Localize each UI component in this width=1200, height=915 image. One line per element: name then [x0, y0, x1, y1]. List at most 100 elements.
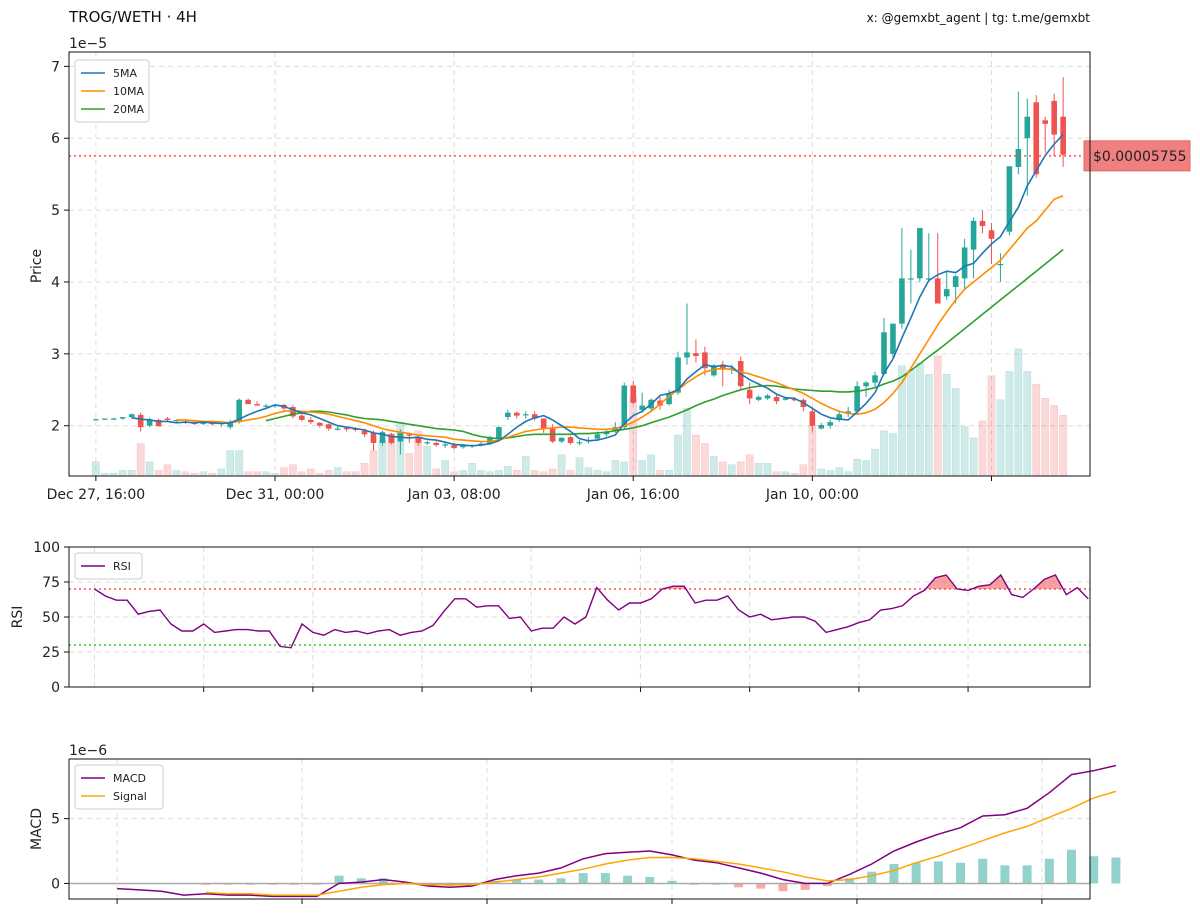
macd-histogram-bar [822, 883, 832, 887]
chart-title: TROG/WETH · 4H [69, 8, 197, 26]
candle-body [791, 399, 798, 401]
volume-bar [369, 450, 378, 477]
volume-bar [1032, 383, 1041, 477]
candle-body [943, 289, 950, 297]
candle-body [137, 414, 144, 428]
volume-bar [548, 468, 557, 477]
candle-body [173, 419, 180, 422]
volume-bar [450, 471, 458, 477]
candle-body [406, 434, 413, 436]
volume-bar [978, 420, 987, 477]
candle-body [1051, 100, 1057, 135]
price-y-axis-label: Price [29, 249, 45, 283]
volume-bar [969, 437, 978, 477]
candle-body [997, 264, 1004, 266]
volume-bar [468, 463, 476, 477]
candle-body [836, 414, 843, 420]
macd-histogram-bar [578, 873, 588, 884]
volume-bar [763, 463, 772, 477]
candle-body [1015, 149, 1022, 167]
volume-bar [530, 470, 539, 477]
candle-body [630, 385, 637, 403]
volume-bar [235, 450, 244, 477]
candle-body [702, 352, 708, 369]
volume-bar [701, 443, 709, 477]
volume-bar [333, 467, 342, 477]
volume-bar [638, 460, 647, 477]
volume-bar [378, 440, 387, 477]
volume-bar [817, 468, 826, 477]
candle-body [487, 437, 493, 444]
candle-body [263, 405, 269, 407]
macd-histogram-bar [512, 879, 522, 884]
volume-bar [1050, 405, 1059, 477]
candle-body [451, 445, 457, 448]
candle-body [102, 418, 108, 420]
volume-bar [226, 450, 235, 477]
volume-bar [459, 470, 467, 477]
price-legend-label: 10MA [113, 85, 144, 98]
volume-bar [154, 470, 163, 477]
rsi-overbought-fill [989, 575, 1001, 589]
volume-bar [504, 465, 512, 477]
volume-bar [844, 471, 853, 477]
volume-bar [808, 424, 817, 477]
macd-y-tick-label: 5 [51, 812, 60, 828]
candle-body [621, 385, 628, 428]
volume-bar [862, 460, 870, 477]
volume-bar [495, 470, 503, 477]
volume-bar [853, 458, 861, 477]
candle-body [290, 407, 296, 417]
volume-bar [924, 373, 933, 477]
candle-body [952, 276, 959, 287]
candle-body [854, 386, 860, 412]
macd-histogram-bar [556, 878, 566, 884]
rsi-y-tick-label: 75 [42, 575, 60, 591]
candle-body [809, 411, 816, 426]
volume-bar [889, 433, 897, 477]
macd-histogram-bar [1044, 858, 1054, 884]
ma20-line [265, 248, 1064, 440]
macd-histogram-bar [845, 878, 855, 884]
volume-bar [181, 471, 190, 477]
macd-y-axis-label: MACD [29, 808, 45, 850]
volume-bar [1014, 348, 1023, 477]
candle-body [675, 357, 681, 393]
volume-bar [1059, 414, 1067, 477]
macd-histogram-bar [378, 878, 388, 884]
candle-body [1024, 116, 1031, 139]
volume-bar [772, 471, 781, 477]
candle-body [522, 414, 529, 416]
volume-bar [951, 388, 960, 477]
candle-body [934, 278, 941, 304]
volume-bar [826, 470, 835, 477]
macd-histogram-bar [645, 876, 655, 884]
volume-bar [960, 426, 969, 477]
volume-bar [987, 375, 996, 477]
candle-body [755, 396, 762, 400]
price-x-tick-label: Dec 31, 00:00 [226, 487, 325, 503]
volume-bar [996, 399, 1005, 477]
candle-body [594, 434, 601, 439]
volume-bar [244, 471, 252, 477]
candle-body [325, 424, 332, 429]
ma10-line [176, 194, 1064, 443]
volume-bar [611, 460, 620, 477]
macd-histogram-bar [356, 878, 366, 884]
volume-bar [199, 471, 208, 477]
macd-histogram-bar [800, 883, 810, 890]
candle-body [316, 422, 323, 426]
candle-body [424, 442, 431, 444]
price-x-tick-label: Jan 03, 08:00 [407, 487, 501, 503]
volume-bar [593, 470, 602, 477]
candle-body [961, 247, 968, 279]
macd-histogram-bar [911, 862, 921, 884]
macd-histogram-bar [734, 883, 744, 888]
candle-body [128, 414, 135, 418]
candle-body [236, 399, 242, 423]
volume-bar [683, 407, 691, 477]
volume-bar [629, 396, 638, 477]
volume-bar [521, 455, 530, 477]
candle-body [666, 393, 672, 405]
price-y-tick-label: 2 [51, 419, 60, 435]
